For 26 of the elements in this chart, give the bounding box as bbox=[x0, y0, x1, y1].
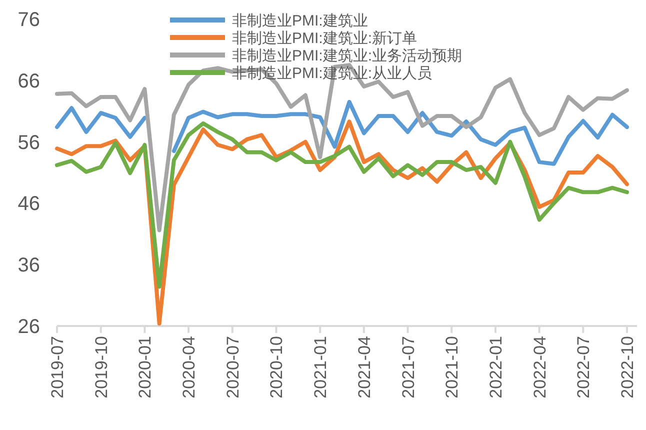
y-tick-label: 26 bbox=[18, 316, 40, 338]
legend-label: 非制造业PMI:建筑业 bbox=[232, 12, 368, 30]
x-tick-label: 2022-10 bbox=[618, 336, 637, 398]
x-tick-label: 2021-10 bbox=[442, 336, 462, 398]
line-series bbox=[55, 121, 629, 289]
legend-label: 非制造业PMI:建筑业:新订单 bbox=[232, 30, 418, 47]
x-tick-label: 2020-07 bbox=[223, 336, 242, 398]
x-tick-label: 2019-10 bbox=[92, 336, 111, 398]
x-tick-label: 2020-04 bbox=[180, 336, 199, 398]
x-tick-label: 2019-07 bbox=[48, 336, 67, 398]
x-tick-label: 2021-04 bbox=[354, 336, 374, 398]
x-tick-label: 2022-07 bbox=[574, 336, 594, 398]
y-tick-label: 56 bbox=[18, 132, 40, 154]
x-tick-label: 2020-01 bbox=[136, 336, 155, 398]
line-series bbox=[55, 63, 629, 232]
y-tick-label: 76 bbox=[18, 9, 40, 31]
y-tick-label: 36 bbox=[18, 254, 40, 277]
x-tick-label: 2020-10 bbox=[267, 336, 286, 398]
x-tick-label: 2021-07 bbox=[398, 336, 418, 398]
y-tick-label: 46 bbox=[18, 193, 40, 216]
x-tick-label: 2022-04 bbox=[530, 336, 550, 398]
legend-label: 非制造业PMI:建筑业:从业人员 bbox=[232, 65, 432, 82]
x-tick-label: 2021-01 bbox=[311, 336, 330, 398]
legend-label: 非制造业PMI:建筑业:业务活动预期 bbox=[232, 48, 462, 64]
x-tick-label: 2022-01 bbox=[486, 336, 506, 398]
y-tick-label: 66 bbox=[18, 70, 40, 92]
